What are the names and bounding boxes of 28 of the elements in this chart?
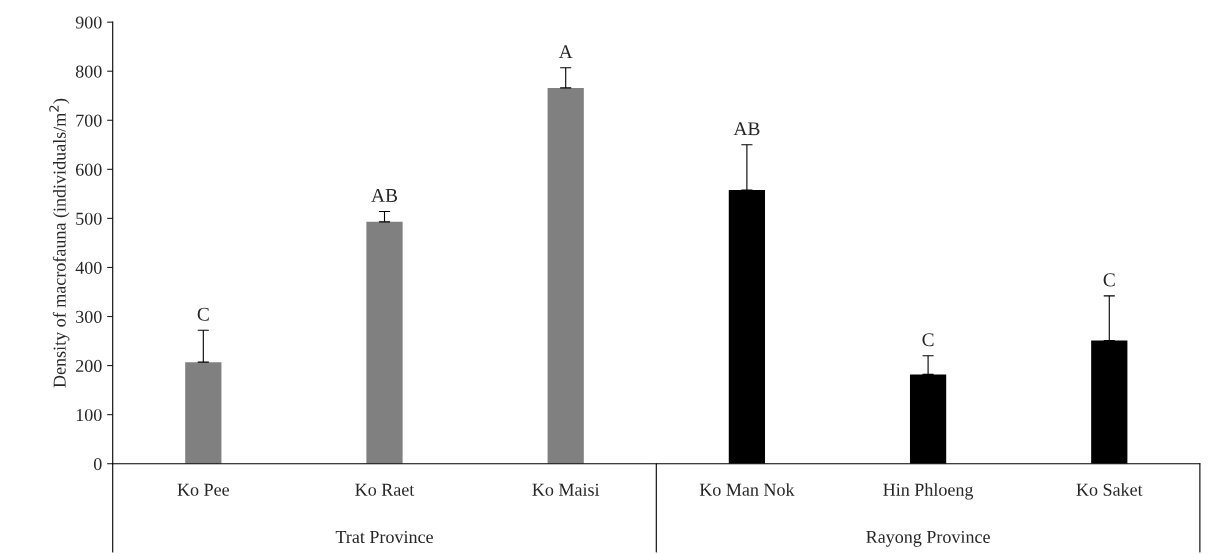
y-tick-label: 200	[76, 359, 102, 373]
y-tick-label: 0	[93, 457, 102, 471]
annotation: AB	[371, 189, 398, 202]
text: Rayong Province	[866, 530, 990, 547]
x-tick-label: Hin Phloeng	[883, 483, 974, 500]
x-tick-label: Ko Maisi	[532, 483, 600, 496]
y-tick-label: 300	[76, 310, 102, 323]
annotation: AB	[733, 122, 760, 136]
y-tick-label: 100	[76, 408, 102, 422]
bar	[185, 362, 222, 464]
y-tick-label: 800	[75, 65, 102, 78]
annotation: C	[197, 307, 209, 321]
y-tick-label: 900	[75, 16, 102, 29]
y-axis-title: Density of macrofauna (individuals/m$^{2}$)	[49, 98, 70, 388]
annotation: C	[1103, 273, 1115, 287]
text: Trat Province	[335, 530, 433, 544]
bar	[547, 87, 584, 464]
x-tick-label: Ko Pee	[177, 483, 230, 496]
x-tick-label: Ko Man Nok	[699, 483, 795, 496]
y-tick-label: 400	[75, 261, 102, 274]
bar	[366, 221, 403, 464]
annotation: A	[558, 45, 573, 59]
x-tick-label: Ko Raet	[355, 483, 415, 496]
y-tick-label: 600	[75, 163, 102, 176]
y-tick-label: 500	[76, 212, 102, 225]
x-tick-label: Ko Saket	[1076, 483, 1143, 496]
y-tick-label: 700	[76, 114, 102, 127]
annotation: C	[922, 333, 934, 347]
